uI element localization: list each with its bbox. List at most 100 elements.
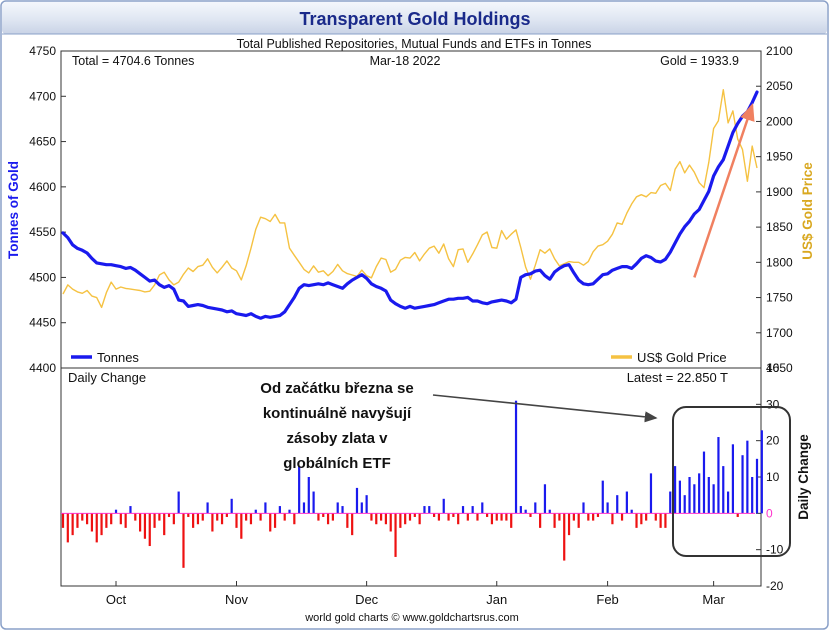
daily-change-bar	[278, 506, 281, 514]
daily-change-bar	[355, 487, 359, 514]
chart-subtitle: Total Published Repositories, Mutual Fun…	[237, 37, 592, 51]
gold-tick-label: 2100	[766, 44, 793, 58]
daily-change-bar	[85, 513, 89, 525]
daily-change-bar	[384, 513, 388, 525]
month-tick-label: Mar	[702, 592, 725, 607]
annotation-line-3: zásoby zlata v	[287, 430, 389, 447]
daily-change-bar	[539, 513, 542, 528]
daily-change-bar	[413, 513, 416, 517]
daily-change-bar	[447, 513, 450, 521]
daily-change-bar	[317, 513, 320, 521]
annotation-line-4: globálních ETF	[283, 455, 391, 472]
gold-price-series-line	[62, 89, 758, 309]
daily-tick-label: 20	[766, 434, 780, 448]
daily-change-bar	[746, 440, 749, 514]
daily-change-bar	[543, 484, 547, 514]
month-tick-label: Feb	[596, 592, 618, 607]
gold-tick-label: 1850	[766, 220, 793, 234]
daily-change-bar	[717, 437, 720, 514]
daily-change-bar	[408, 513, 412, 521]
daily-change-bar	[577, 513, 580, 528]
gold-tick-label: 2050	[766, 79, 793, 93]
daily-change-bar	[370, 513, 373, 521]
daily-change-bar	[249, 513, 253, 525]
annotation-line-2: kontinuálně navyšují	[263, 405, 412, 422]
daily-change-bar	[61, 513, 65, 528]
daily-change-bar	[659, 513, 662, 528]
daily-change-bar	[505, 513, 508, 521]
daily-change-bar	[645, 513, 648, 521]
daily-change-bar	[211, 513, 214, 532]
daily-change-bar	[225, 513, 228, 517]
tonnes-tick-label: 4600	[29, 180, 56, 194]
daily-change-bar	[124, 513, 127, 528]
daily-tick-label: 30	[766, 397, 780, 411]
daily-change-bar	[216, 513, 219, 521]
daily-change-bar	[293, 513, 296, 525]
tonnes-tick-label: 4450	[29, 316, 56, 330]
daily-change-bar	[336, 502, 339, 514]
daily-change-bar	[437, 513, 441, 521]
daily-change-bar	[698, 473, 701, 514]
daily-change-bar	[553, 513, 556, 528]
daily-change-bar	[596, 513, 600, 517]
tonnes-series-line	[61, 90, 759, 320]
daily-change-bar	[519, 506, 522, 514]
title-bar	[2, 2, 827, 34]
daily-change-bar	[139, 513, 142, 532]
daily-change-bar	[582, 502, 585, 514]
daily-change-bar	[572, 513, 575, 521]
lower-plot-area	[60, 367, 762, 587]
daily-change-bar	[399, 513, 402, 528]
daily-change-bar	[143, 513, 147, 539]
daily-change-bar	[230, 498, 233, 514]
daily-change-bar	[163, 513, 166, 536]
daily-change-bar	[452, 513, 455, 517]
daily-change-bar	[394, 513, 397, 557]
daily-change-bar	[524, 509, 527, 514]
tonnes-axis-ticks: 4400 4450 4500 4550 4600 4650 4700 4750	[29, 44, 66, 375]
daily-change-bar	[134, 513, 137, 521]
daily-change-bar	[563, 513, 566, 561]
daily-change-bar	[273, 513, 277, 528]
legend-tonnes-label: Tonnes	[97, 350, 139, 365]
daily-change-bar	[611, 513, 614, 525]
daily-change-bar	[726, 491, 730, 514]
tonnes-tick-label: 4500	[29, 270, 56, 284]
lower-title-left: Daily Change	[68, 370, 146, 385]
daily-change-bar	[534, 502, 537, 514]
daily-change-bar	[71, 513, 74, 536]
daily-change-bar	[346, 513, 349, 528]
daily-change-bar	[269, 513, 272, 532]
daily-change-bar	[471, 506, 474, 514]
daily-change-bar	[755, 458, 759, 514]
daily-change-bar	[673, 466, 677, 514]
info-gold: Gold = 1933.9	[660, 54, 739, 68]
daily-change-bar	[240, 513, 243, 539]
month-tick-label: Oct	[106, 592, 127, 607]
daily-change-bar	[283, 513, 286, 521]
daily-change-bar	[712, 484, 715, 514]
daily-change-bar	[486, 513, 489, 517]
daily-change-bar	[476, 513, 479, 521]
daily-change-bar	[587, 513, 590, 521]
month-axis: Oct Nov Dec Jan Feb Mar	[106, 581, 725, 607]
daily-change-bar	[418, 513, 421, 525]
tonnes-tick-label: 4750	[29, 44, 56, 58]
daily-change-bar	[731, 444, 735, 514]
daily-change-bar	[129, 506, 132, 514]
annotation-line-1: Od začátku března se	[260, 380, 413, 397]
daily-change-bar	[683, 495, 686, 514]
daily-change-bar	[264, 502, 267, 514]
gold-tick-label: 1800	[766, 255, 793, 269]
gold-tick-label: 1650	[766, 361, 793, 375]
daily-change-bar	[90, 513, 94, 532]
chart-title: Transparent Gold Holdings	[299, 9, 530, 29]
daily-change-bar	[235, 513, 238, 528]
daily-change-bar	[100, 513, 103, 536]
month-tick-label: Dec	[355, 592, 379, 607]
daily-change-bar	[669, 491, 672, 514]
daily-change-bar	[389, 513, 392, 532]
daily-change-bar	[158, 513, 161, 521]
daily-change-bar	[664, 513, 667, 528]
